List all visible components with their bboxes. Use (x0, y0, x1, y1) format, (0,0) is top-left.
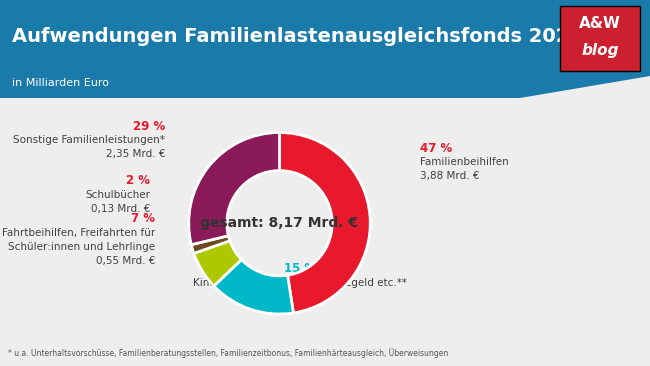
Text: 2,35 Mrd. €: 2,35 Mrd. € (105, 149, 165, 159)
Text: Schulbücher: Schulbücher (85, 190, 150, 200)
Text: Sonstige Familienleistungen*: Sonstige Familienleistungen* (13, 135, 165, 145)
Wedge shape (214, 259, 293, 314)
Text: Schüler:innen und Lehrlinge: Schüler:innen und Lehrlinge (8, 242, 155, 252)
Text: 47 %: 47 % (420, 142, 452, 154)
Wedge shape (194, 241, 241, 286)
Polygon shape (0, 0, 650, 98)
Text: A&W: A&W (579, 15, 621, 30)
Text: 1,25 Mrd. €: 1,25 Mrd. € (270, 292, 330, 302)
Wedge shape (188, 132, 280, 245)
Text: 0,13 Mrd. €: 0,13 Mrd. € (90, 204, 150, 214)
Text: Familienbeihilfen: Familienbeihilfen (420, 157, 509, 167)
Text: blog: blog (581, 44, 619, 59)
Text: 29 %: 29 % (133, 120, 165, 132)
Text: 0,55 Mrd. €: 0,55 Mrd. € (96, 256, 155, 266)
Text: gesamt: 8,17 Mrd. €: gesamt: 8,17 Mrd. € (200, 216, 359, 230)
Text: 2 %: 2 % (126, 175, 150, 187)
Wedge shape (191, 236, 230, 253)
Text: 15 %: 15 % (284, 262, 316, 276)
Text: Kinderbetreuungsgeld, Karenzgeld etc.**: Kinderbetreuungsgeld, Karenzgeld etc.** (193, 278, 407, 288)
Text: 7 %: 7 % (131, 212, 155, 224)
Text: in Milliarden Euro: in Milliarden Euro (12, 78, 109, 88)
Text: * u.a. Unterhaltsvorschüsse, Familienberatungsstellen, Familienzeitbonus, Famili: * u.a. Unterhaltsvorschüsse, Familienber… (8, 348, 448, 358)
Wedge shape (280, 132, 370, 313)
Text: Fahrtbeihilfen, Freifahrten für: Fahrtbeihilfen, Freifahrten für (2, 228, 155, 238)
Text: 3,88 Mrd. €: 3,88 Mrd. € (420, 171, 480, 181)
FancyBboxPatch shape (560, 6, 640, 71)
Text: Aufwendungen Familienlastenausgleichsfonds 2023: Aufwendungen Familienlastenausgleichsfon… (12, 26, 583, 45)
